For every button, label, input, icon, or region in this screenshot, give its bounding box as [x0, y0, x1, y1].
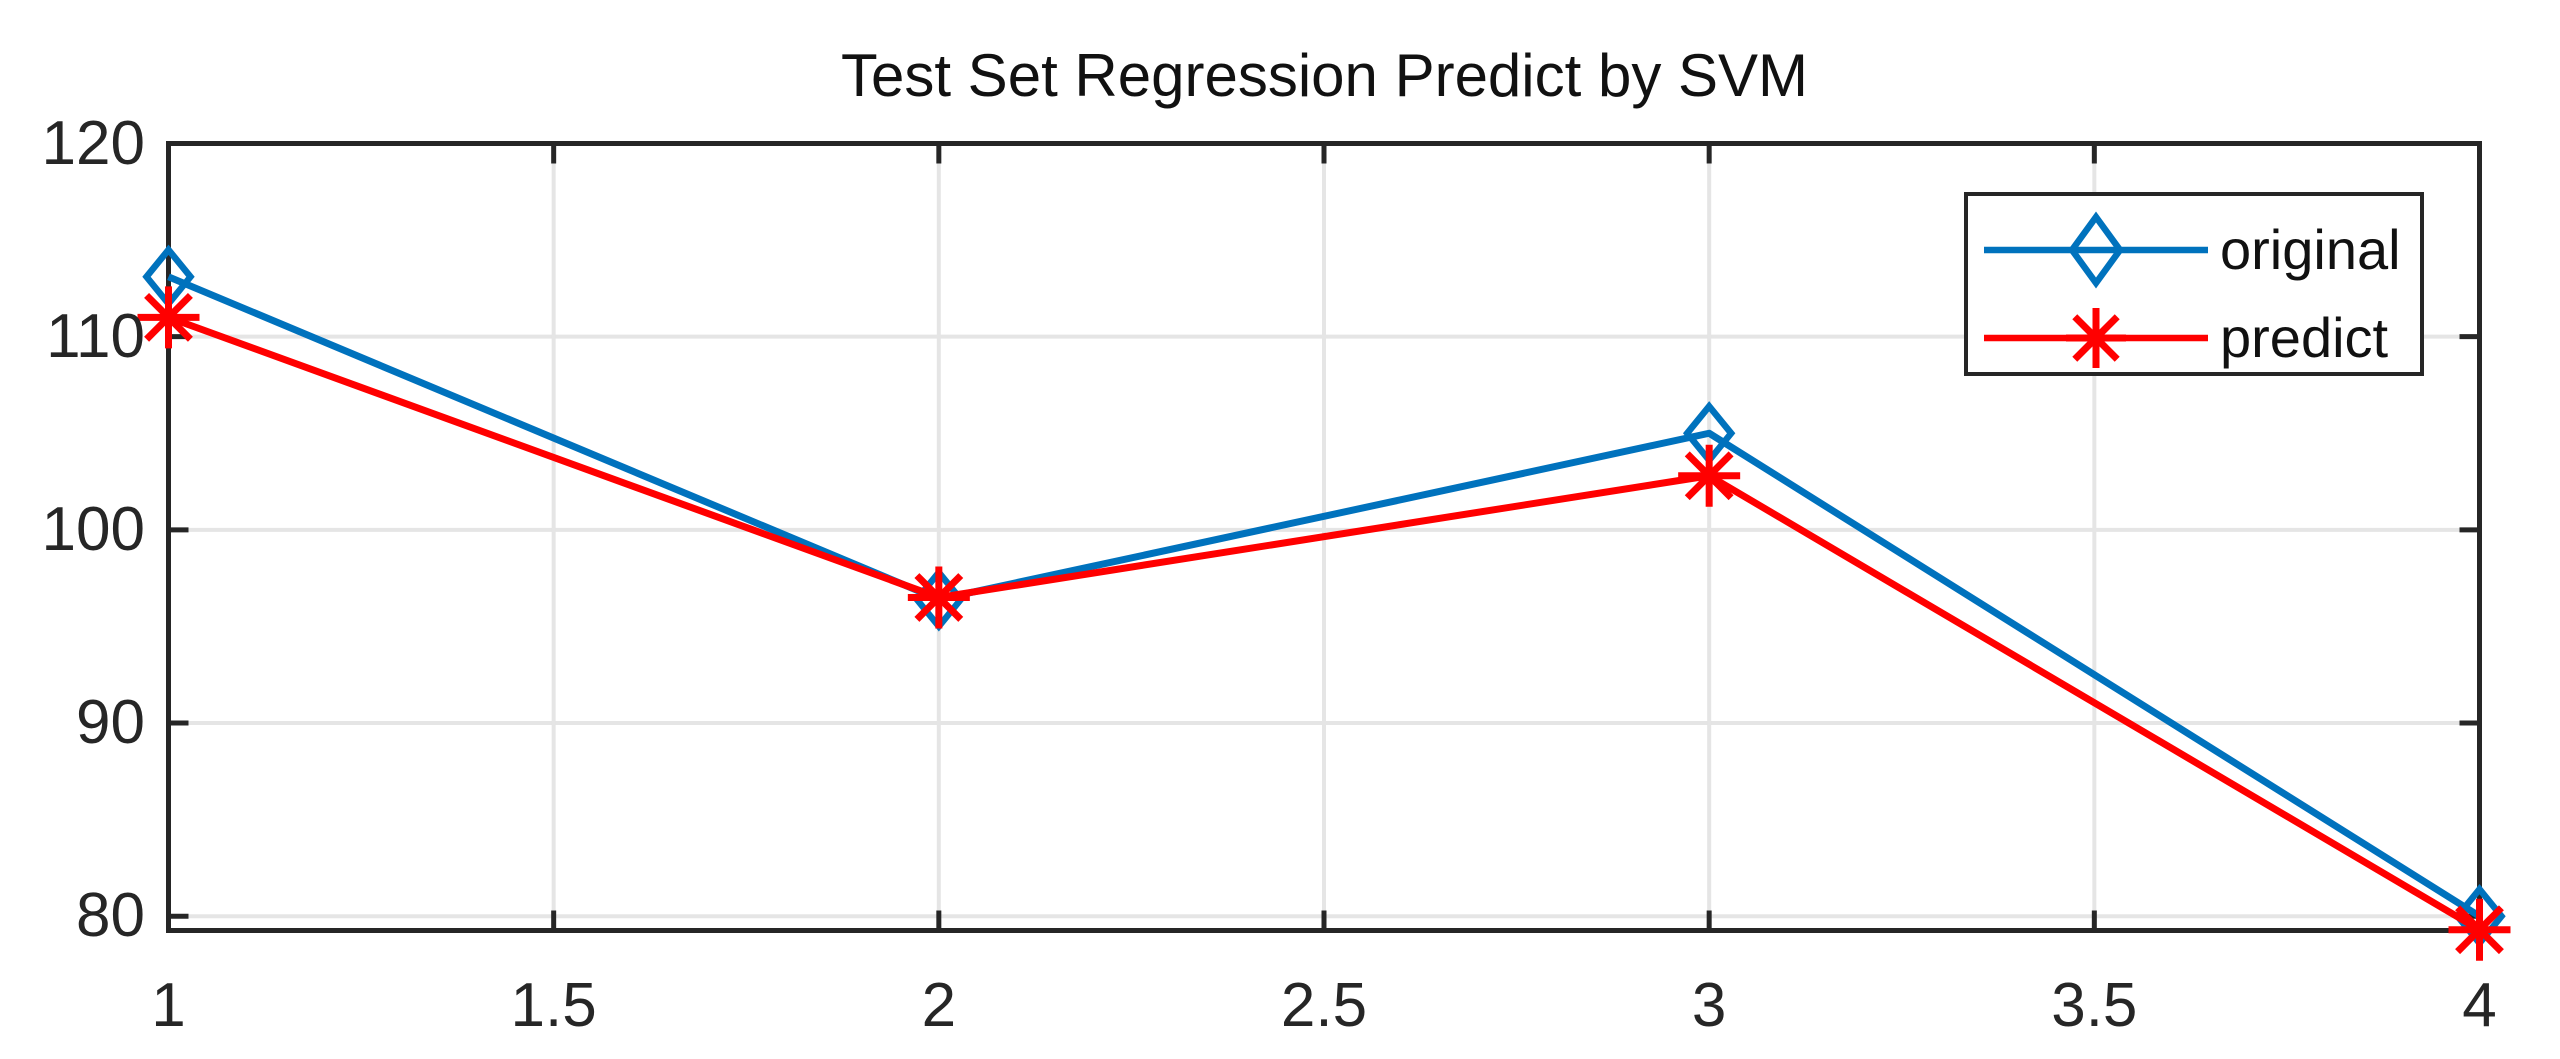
axes-box: [166, 141, 2482, 933]
x-tick-label: 1.5: [510, 971, 597, 1040]
series-line-original: [167, 273, 2482, 920]
x-tick-label: 4: [2462, 971, 2497, 1040]
series-line-predict: [167, 314, 2482, 933]
asterisk-marker: [2448, 898, 2511, 961]
y-tick-label: 90: [76, 688, 145, 758]
x-tick-label: 3.5: [2051, 971, 2138, 1040]
y-tick-label: 120: [41, 108, 145, 178]
asterisk-marker: [2066, 308, 2126, 368]
x-tick-label: 2: [921, 971, 957, 1040]
y-tick-label: 80: [76, 881, 145, 951]
asterisk-marker: [907, 566, 970, 629]
asterisk-marker: [137, 286, 200, 349]
legend-predict-line-asterisk-marker-icon: [1984, 308, 2208, 368]
legend-label-original: original: [2220, 218, 2401, 281]
x-tick-label: 2.5: [1280, 971, 1368, 1040]
legend-entry-original: original: [1968, 206, 2420, 294]
diamond-marker: [2067, 211, 2125, 289]
x-tick-label: 3: [1691, 971, 1727, 1040]
legend: original predict: [1964, 192, 2424, 376]
chart-title: Test Set Regression Predict by SVM: [840, 42, 1809, 109]
legend-label-predict: predict: [2220, 306, 2389, 369]
y-tick-label: 110: [46, 301, 145, 371]
asterisk-marker: [1678, 444, 1741, 507]
legend-original-line-diamond-marker-icon: [1984, 211, 2208, 289]
legend-entry-predict: predict: [1968, 294, 2420, 382]
y-tick-label: 100: [41, 494, 145, 564]
x-tick-label: 1: [151, 971, 186, 1040]
